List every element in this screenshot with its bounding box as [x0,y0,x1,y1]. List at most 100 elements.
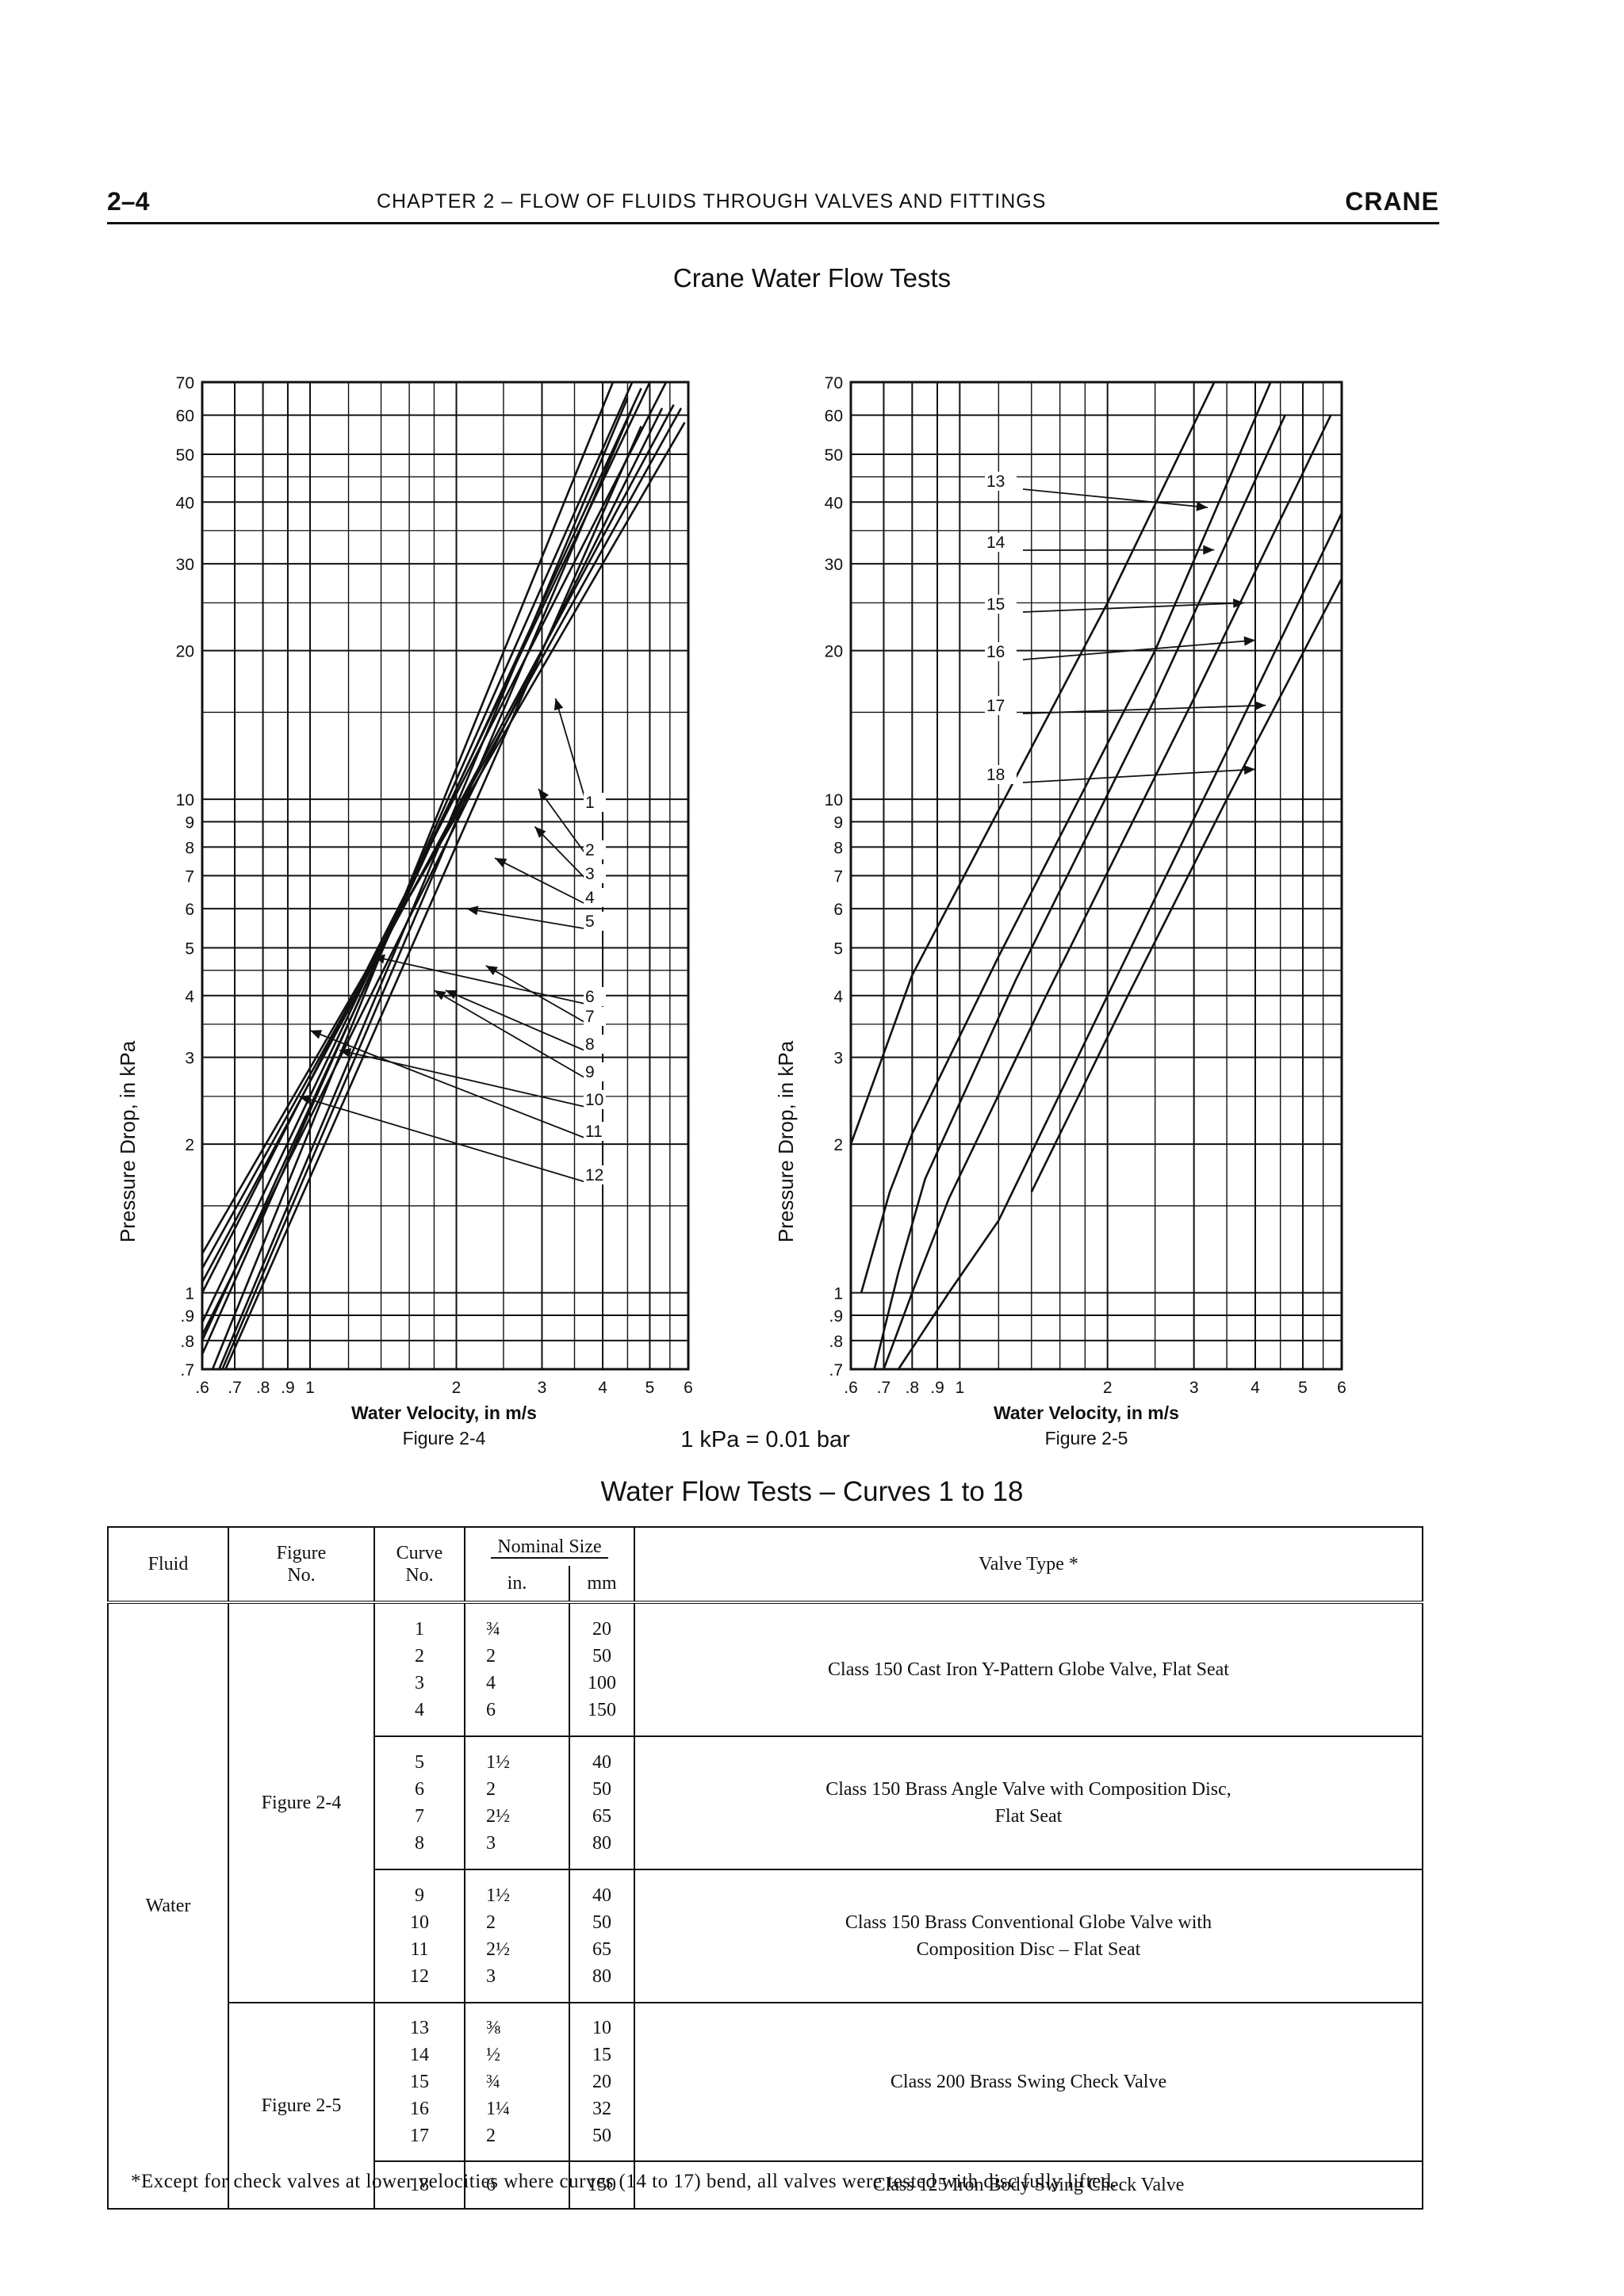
curve-4 [224,425,642,1369]
x-tick-label: 5 [645,1379,655,1397]
valve-type-cell: Class 125 Iron Body Swing Check Valve [634,2160,1423,2210]
y-tick-label: 60 [176,408,194,426]
curve-callout-label: 1 [585,794,595,812]
curve-callout-label: 4 [585,889,595,907]
x-tick-label: 3 [1189,1379,1199,1397]
curve-callout-label: 14 [986,534,1005,552]
callout-arrowhead [553,698,564,711]
y-tick-label: 40 [176,494,194,512]
charts-figure: .6.7.8.9 1 2 3 4 5 6.7.8.912345678910203040506… [116,374,1346,1452]
callout-label-bg [985,765,1017,784]
callout-line [538,788,589,859]
y-tick-label: 5 [833,939,843,958]
callout-arrowhead [299,1095,312,1104]
y-tick-label: 4 [833,988,843,1006]
callout-line [534,826,589,882]
valve-type-cell: Class 150 Cast Iron Y-Pattern Globe Valv… [634,1601,1423,1737]
curve-13 [851,382,1216,1145]
curve-5 [202,382,634,1355]
curve-callout-label: 7 [585,1008,595,1026]
x-axis-label-left: Water Velocity, in m/s [351,1402,537,1423]
callout-arrowhead [373,954,385,964]
nominal-mm-cell: 40 50 65 80 [569,1735,635,1870]
y-tick-label: 6 [833,901,843,919]
curve-17 [897,512,1342,1369]
y-tick-label: 9 [833,814,843,832]
callout-line [339,1049,589,1108]
y-tick-label: 30 [176,556,194,574]
curve-callout-label: 10 [585,1091,603,1109]
curve-callout-label: 6 [585,988,595,1006]
footnote: *Except for check valves at lower veloci… [131,2171,1117,2192]
callout-label-bg [985,595,1017,614]
y-tick-label: 10 [825,791,843,809]
y-tick-label: 1 [833,1285,843,1303]
curve-callout-label: 13 [986,473,1005,491]
y-axis-label-left: Pressure Drop, in kPa [116,1040,140,1242]
curve-numbers-cell: 13 14 15 16 17 [373,2002,465,2162]
callout-line [554,698,589,811]
x-tick-label: 6 [684,1379,693,1397]
plot-frame [849,381,1343,1371]
x-tick-label: 1 [305,1379,315,1397]
x-tick-label: 4 [1251,1379,1260,1397]
page-number: 2–4 [107,187,150,216]
curve-1 [211,382,615,1369]
x-tick-label: 6 [1337,1379,1346,1397]
curve-callout-label: 8 [585,1035,595,1054]
valve-type-cell: Class 200 Brass Swing Check Valve [634,2002,1423,2162]
curve-callout-label: 3 [585,865,595,883]
curve-12 [202,422,686,1254]
y-tick-label: 2 [833,1136,843,1154]
callout-arrowhead [534,826,546,838]
callout-line [1022,602,1245,613]
callout-label-bg [584,793,606,812]
in-header: in. [464,1566,570,1604]
table-group-row: 5 6 7 8 1½ 2 2½ 3 40 50 65 80 Class 150 Brass Angle … [108,1735,1423,1870]
main-title: Crane Water Flow Tests [672,263,952,293]
nominal-size-header: Nominal Size [464,1525,635,1567]
x-tick-label: 4 [598,1379,607,1397]
callout-arrowhead [1254,701,1266,711]
curve-8 [202,408,664,1336]
callout-label-bg [584,1165,606,1184]
callout-line [1022,704,1266,714]
callout-label-bg [985,696,1017,715]
figure-header: Figure No. [228,1526,375,1604]
curve-3 [221,408,634,1369]
callout-label-bg [584,864,606,883]
figure-2-5-label: Figure 2-5 [1045,1428,1128,1448]
callout-label-bg [584,1062,606,1081]
callout-arrowhead [485,966,498,976]
nominal-mm-cell: 150 [569,2160,635,2210]
curve-2 [218,397,629,1369]
callout-arrowhead [1232,598,1245,608]
valve-type-cell: Class 150 Brass Conventional Globe Valve… [634,1869,1423,2003]
table-title: Water Flow Tests – Curves 1 to 18 [600,1476,1024,1507]
curve-numbers-cell: 18 [373,2160,465,2210]
callout-label-bg [584,1035,606,1054]
y-tick-label: 7 [185,868,194,886]
y-tick-label: 3 [833,1050,843,1068]
y-tick-label: 20 [176,643,194,661]
figure-cell: Figure 2-4 [228,1601,375,2003]
curve-callout-label: 9 [585,1063,595,1081]
callout-arrowhead [1196,501,1208,511]
callout-line [1022,488,1208,509]
curve-numbers-cell: 9 10 11 12 [373,1869,465,2003]
table-header-row-1: Fluid Figure No. Curve No. Nominal Size Va… [107,1525,1423,1604]
callout-label-bg [584,1090,606,1109]
y-tick-label: .9 [180,1307,194,1326]
curve-callout-label: 11 [585,1123,603,1141]
nominal-in-cell: 1½ 2 2½ 3 [464,1869,570,2003]
callout-line [1022,639,1256,660]
y-tick-label: 8 [185,839,194,857]
callout-line [373,955,589,1005]
y-tick-label: 20 [825,643,843,661]
nominal-mm-cell: 20 50 100 150 [569,1601,635,1737]
x-tick-label: .9 [930,1379,944,1397]
callout-label-bg [584,840,606,859]
callout-line [445,989,589,1053]
